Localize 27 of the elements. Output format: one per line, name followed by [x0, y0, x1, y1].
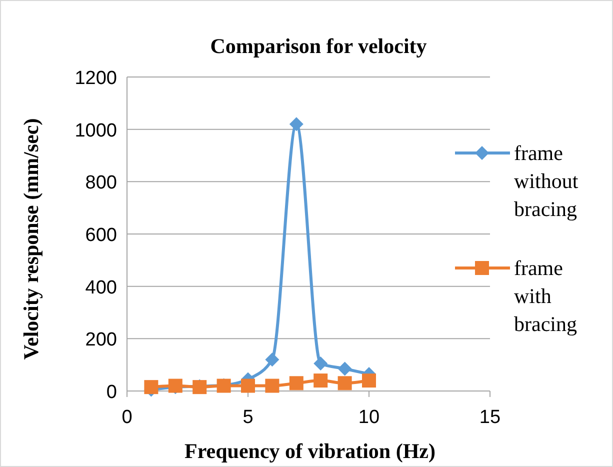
x-tick-label: 15: [479, 407, 501, 428]
y-tick-label: 600: [85, 225, 117, 246]
point: [265, 352, 280, 367]
point: [241, 378, 255, 393]
point: [338, 362, 352, 376]
point: [289, 376, 304, 390]
y-tick-label: 1000: [74, 120, 117, 142]
point: [265, 378, 280, 393]
point: [144, 380, 158, 394]
legend-label: frame with bracing: [514, 256, 578, 336]
point: [314, 374, 328, 388]
legend-label: frame without bracing: [514, 141, 578, 221]
y-tick-label: 800: [85, 172, 117, 194]
y-tick-label: 0: [106, 382, 117, 403]
x-tick-label: 10: [358, 407, 380, 428]
point: [289, 117, 304, 132]
y-axis-title: Velocity response (mm/sec): [19, 118, 43, 360]
x-tick-label: 5: [242, 407, 254, 428]
x-axis-title: Frequency of vibration (Hz): [184, 439, 436, 463]
y-tick-label: 1200: [74, 68, 117, 89]
y-tick-label: 200: [85, 330, 117, 351]
point: [362, 374, 376, 388]
point: [338, 376, 352, 390]
chart-title: Comparison for velocity: [210, 34, 428, 58]
y-tick-label: 400: [85, 277, 117, 298]
x-tick-label: 0: [122, 407, 132, 428]
point: [314, 356, 328, 371]
